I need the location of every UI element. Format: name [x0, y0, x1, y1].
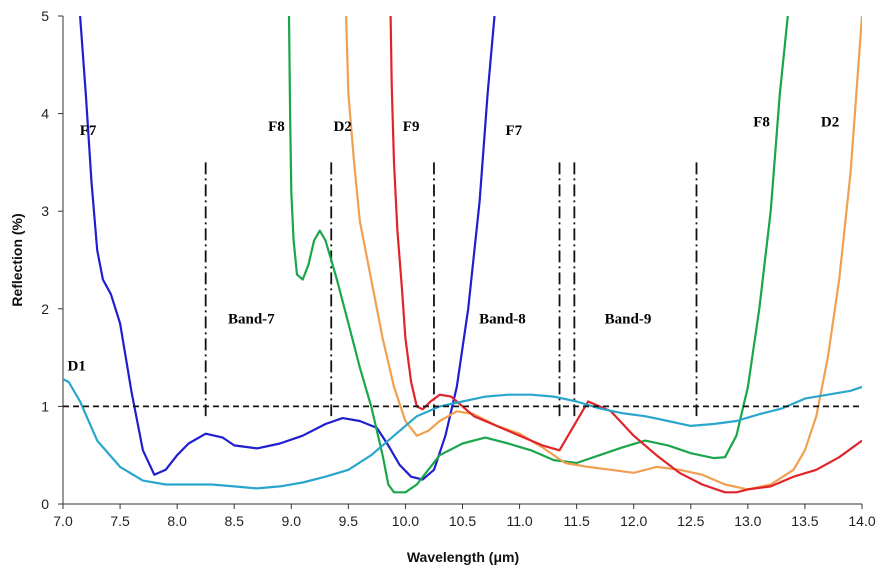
- band-label: Band-9: [605, 311, 652, 327]
- curve-label: F9: [403, 119, 420, 135]
- series-line-f7: [79, 16, 496, 481]
- x-tick-label: 12.5: [677, 513, 704, 529]
- series-line-d2: [345, 16, 862, 491]
- x-tick-label: 14.0: [848, 513, 875, 529]
- x-tick-label: 11.5: [564, 513, 590, 529]
- x-tick-label: 12.0: [620, 513, 647, 529]
- curve-label: F8: [753, 114, 770, 130]
- x-tick-label: 11.0: [506, 513, 532, 529]
- curve-label: F7: [506, 123, 523, 139]
- y-tick-label: 3: [41, 203, 49, 219]
- x-tick-label: 9.0: [282, 513, 302, 529]
- y-tick-label: 4: [41, 106, 49, 122]
- y-tick-label: 5: [41, 8, 49, 24]
- x-tick-label: 8.0: [167, 513, 187, 529]
- band-label: Band-8: [479, 311, 526, 327]
- curve-label: F7: [80, 123, 97, 139]
- series-line-d1: [63, 378, 862, 490]
- x-tick-label: 10.5: [449, 513, 476, 529]
- x-tick-label: 9.5: [339, 513, 359, 529]
- band-label: Band-7: [228, 311, 275, 327]
- x-tick-label: 13.0: [734, 513, 761, 529]
- x-tick-label: 8.5: [224, 513, 244, 529]
- x-tick-label: 7.5: [110, 513, 130, 529]
- series-line-f9: [389, 16, 862, 494]
- curve-label: F8: [268, 119, 285, 135]
- plot-area: 7.0 7.5 8.0 8.5 9.0 9.5 10.0 10.5 11.0 11.5 12.0 12…: [41, 8, 876, 529]
- y-tick-label: 2: [41, 301, 49, 317]
- x-tick-label: 13.5: [791, 513, 818, 529]
- curve-label: D2: [333, 119, 351, 135]
- y-tick-label: 1: [41, 398, 49, 414]
- x-tick-label: 10.0: [392, 513, 419, 529]
- curve-label: D1: [68, 358, 86, 374]
- x-axis-title: Wavelength (μm): [407, 549, 519, 565]
- x-tick-label: 7.0: [53, 513, 73, 529]
- series-line-f8: [287, 16, 789, 494]
- y-axis-title: Reflection (%): [9, 213, 25, 306]
- curve-label: D2: [821, 114, 839, 130]
- y-tick-label: 0: [41, 496, 49, 512]
